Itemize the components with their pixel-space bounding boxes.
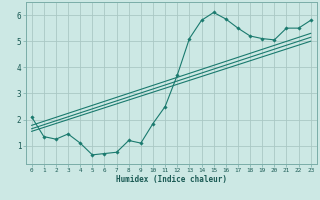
- X-axis label: Humidex (Indice chaleur): Humidex (Indice chaleur): [116, 175, 227, 184]
